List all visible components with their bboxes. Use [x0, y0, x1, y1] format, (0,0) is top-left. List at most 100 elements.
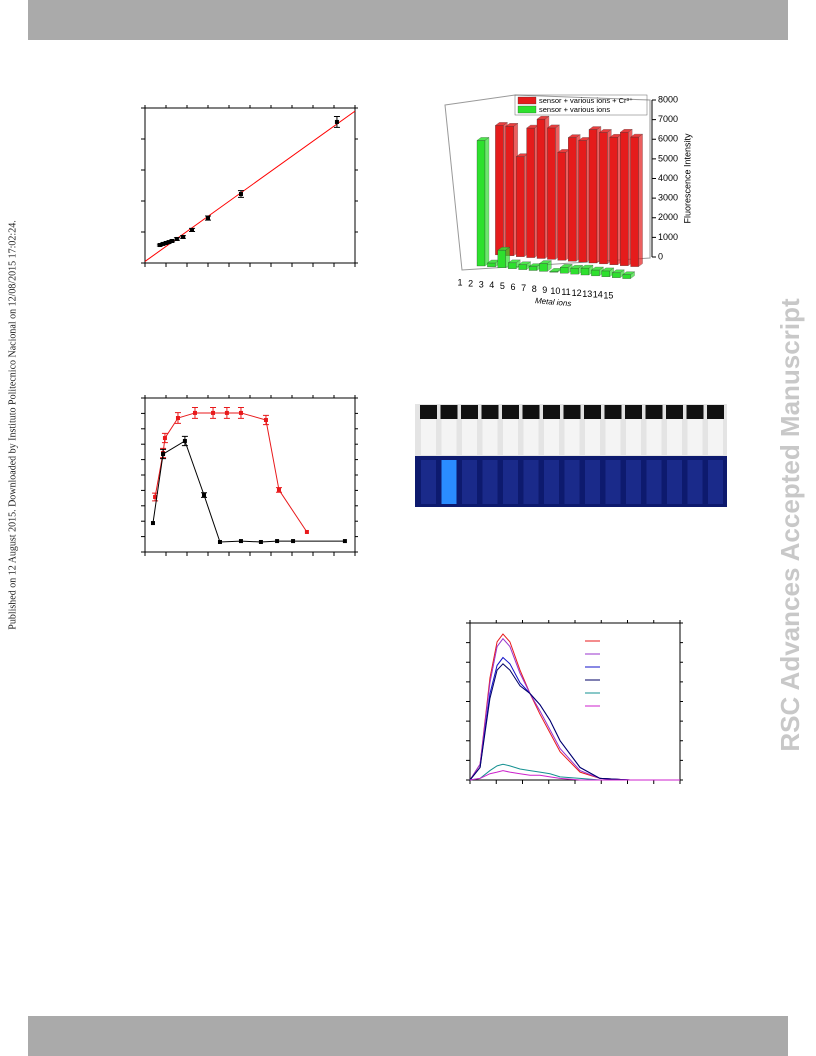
- data-point: [174, 236, 179, 241]
- data-point: [275, 539, 280, 544]
- spectrum-line: [469, 656, 680, 781]
- spectrum-line: [469, 770, 680, 781]
- y-tick-label: 5000: [658, 153, 678, 163]
- data-point: [211, 410, 216, 415]
- bar-top: [570, 265, 584, 269]
- bar-front: [560, 267, 569, 274]
- y-tick-label: 7000: [658, 114, 678, 124]
- vial: [462, 419, 477, 455]
- data-point: [192, 410, 197, 415]
- bar-3d: [630, 133, 644, 267]
- vial-uv: [482, 460, 498, 504]
- vial: [667, 419, 682, 455]
- vial-uv: [646, 460, 662, 504]
- vial-uv: [667, 460, 682, 504]
- y-tick-label: 8000: [658, 94, 678, 104]
- bar-front: [580, 267, 590, 276]
- x-tick-label: 14: [593, 290, 603, 300]
- bar-top: [598, 129, 612, 133]
- vial-uv: [503, 460, 518, 504]
- bar-3d: [549, 268, 563, 273]
- data-point: [157, 243, 162, 248]
- bar-front: [476, 140, 486, 267]
- bar-top: [588, 126, 602, 130]
- y-tick-label: 3000: [658, 193, 678, 203]
- bar-front: [620, 132, 629, 266]
- vial: [523, 419, 539, 455]
- spectrum-line: [469, 763, 680, 781]
- legend-box: [514, 94, 648, 116]
- x-tick-label: 12: [572, 288, 582, 298]
- bar-front: [578, 140, 587, 263]
- bar-top: [507, 259, 521, 263]
- x-tick-label: 11: [561, 287, 570, 297]
- fit-line: [144, 110, 356, 262]
- bar-top: [580, 264, 594, 269]
- vial-uv: [421, 460, 436, 504]
- x-axis-label: Metal ions: [535, 296, 572, 308]
- vial-cap: [604, 405, 622, 419]
- vial-cap: [625, 405, 642, 419]
- bar-top: [518, 261, 532, 265]
- legend-label: sensor + various ions: [539, 105, 610, 114]
- bar-3d: [609, 133, 623, 266]
- bar-3d: [538, 260, 552, 272]
- bar-3d: [598, 129, 612, 265]
- vial-cap: [420, 405, 437, 419]
- vial-uv: [585, 460, 600, 504]
- data-point: [153, 495, 158, 500]
- bar-front: [630, 136, 639, 267]
- vial-cap: [584, 405, 601, 419]
- bar-front: [505, 126, 514, 256]
- bar-top: [494, 122, 508, 126]
- x-tick-label: 1: [457, 277, 462, 287]
- data-point: [181, 234, 186, 239]
- bar-3d: [601, 267, 615, 278]
- bar-top: [601, 267, 615, 272]
- bar-top: [476, 137, 490, 141]
- legend-swatch: [517, 105, 537, 114]
- vial-photo: [415, 404, 727, 507]
- bar-front: [591, 269, 600, 277]
- vial: [605, 419, 621, 455]
- vial-cap: [461, 405, 478, 419]
- bar-top: [538, 260, 552, 264]
- vial-uv: [462, 460, 477, 504]
- watermark: RSC Advances Accepted Manuscript: [775, 298, 805, 752]
- bar-3d: [526, 124, 540, 258]
- y-axis-label: Fluorescence Intensity: [682, 133, 692, 224]
- x-tick-label: 15: [603, 291, 613, 301]
- vial: [544, 419, 559, 455]
- x-tick-label: 4: [489, 280, 494, 290]
- series-line: [154, 412, 308, 533]
- bar-front: [599, 132, 608, 265]
- vial-uv: [687, 460, 703, 504]
- bar-front: [570, 268, 579, 275]
- data-point: [206, 216, 210, 221]
- vial-uv: [605, 460, 621, 504]
- data-point: [182, 438, 187, 443]
- y-tick-label: 6000: [658, 134, 678, 144]
- vial-uv: [708, 460, 723, 504]
- spectrum-line: [469, 633, 680, 781]
- vial-uv: [564, 460, 580, 504]
- series-line: [152, 440, 345, 543]
- vial: [687, 419, 703, 455]
- bar-3d: [476, 137, 490, 267]
- bar-top: [619, 129, 633, 133]
- data-point: [162, 436, 167, 441]
- x-tick-label: 5: [500, 281, 505, 291]
- data-point: [170, 238, 175, 243]
- bar-top: [590, 266, 604, 271]
- data-point: [190, 227, 195, 232]
- vial-cap: [440, 405, 458, 419]
- vial-cap: [563, 405, 581, 419]
- bar-front: [588, 129, 598, 264]
- vial: [421, 419, 436, 455]
- bar-3d: [588, 126, 602, 264]
- vial-uv: [544, 460, 559, 504]
- data-point: [258, 539, 263, 544]
- bar-top: [559, 264, 573, 268]
- data-point: [334, 119, 339, 124]
